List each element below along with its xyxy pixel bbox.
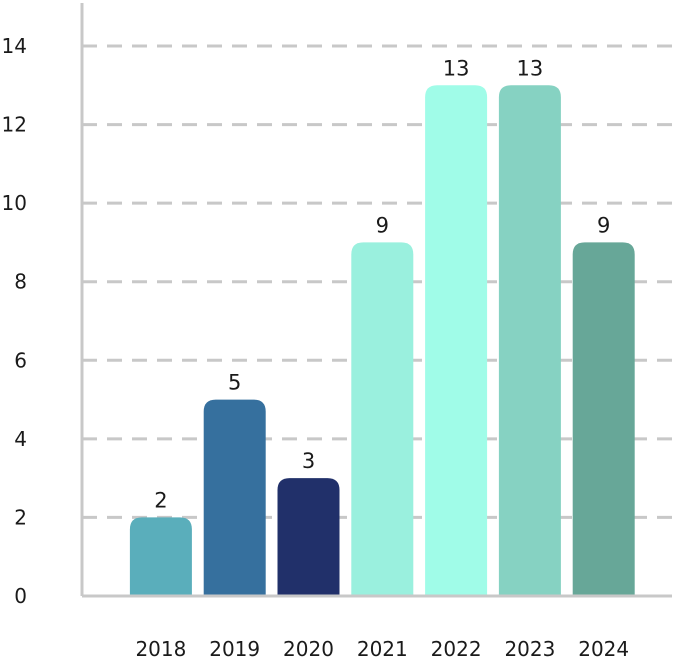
bar-2022 (425, 85, 488, 597)
data-label-2020: 3 (302, 449, 315, 473)
axes (80, 3, 672, 598)
x-tick-label: 2019 (209, 637, 260, 661)
x-tick-label: 2023 (504, 637, 555, 661)
y-tick-label: 8 (14, 270, 27, 294)
x-tick-label: 2022 (431, 637, 482, 661)
bar-2023 (498, 85, 561, 597)
x-tick-label: 2021 (357, 637, 408, 661)
x-tick-label: 2020 (283, 637, 334, 661)
x-axis-tick-labels: 2018 2019 2020 2021 2022 2023 2024 (135, 637, 629, 661)
bar-2020 (277, 478, 340, 596)
data-label-2018: 2 (154, 488, 167, 512)
y-tick-label: 6 (14, 348, 27, 372)
y-tick-label: 12 (2, 113, 27, 137)
bar-2021 (351, 242, 414, 596)
data-label-2024: 9 (597, 213, 610, 237)
x-tick-label: 2024 (578, 637, 629, 661)
y-tick-label: 2 (14, 505, 27, 529)
data-label-2022: 13 (443, 56, 470, 80)
data-label-2023: 13 (517, 56, 544, 80)
x-tick-label: 2018 (135, 637, 186, 661)
y-tick-label: 0 (14, 584, 27, 608)
y-tick-label: 4 (14, 427, 27, 451)
bar-2024 (572, 242, 635, 596)
data-label-2019: 5 (228, 371, 241, 395)
y-axis-tick-labels: 0 2 4 6 8 10 12 14 (2, 34, 27, 608)
data-label-2021: 9 (376, 213, 389, 237)
data-labels: 2 5 3 9 13 13 9 (154, 56, 610, 512)
bar-2018 (129, 517, 192, 596)
y-tick-label: 14 (2, 34, 27, 58)
y-tick-label: 10 (2, 191, 27, 215)
bar-2019 (203, 399, 266, 596)
bars (129, 85, 635, 597)
